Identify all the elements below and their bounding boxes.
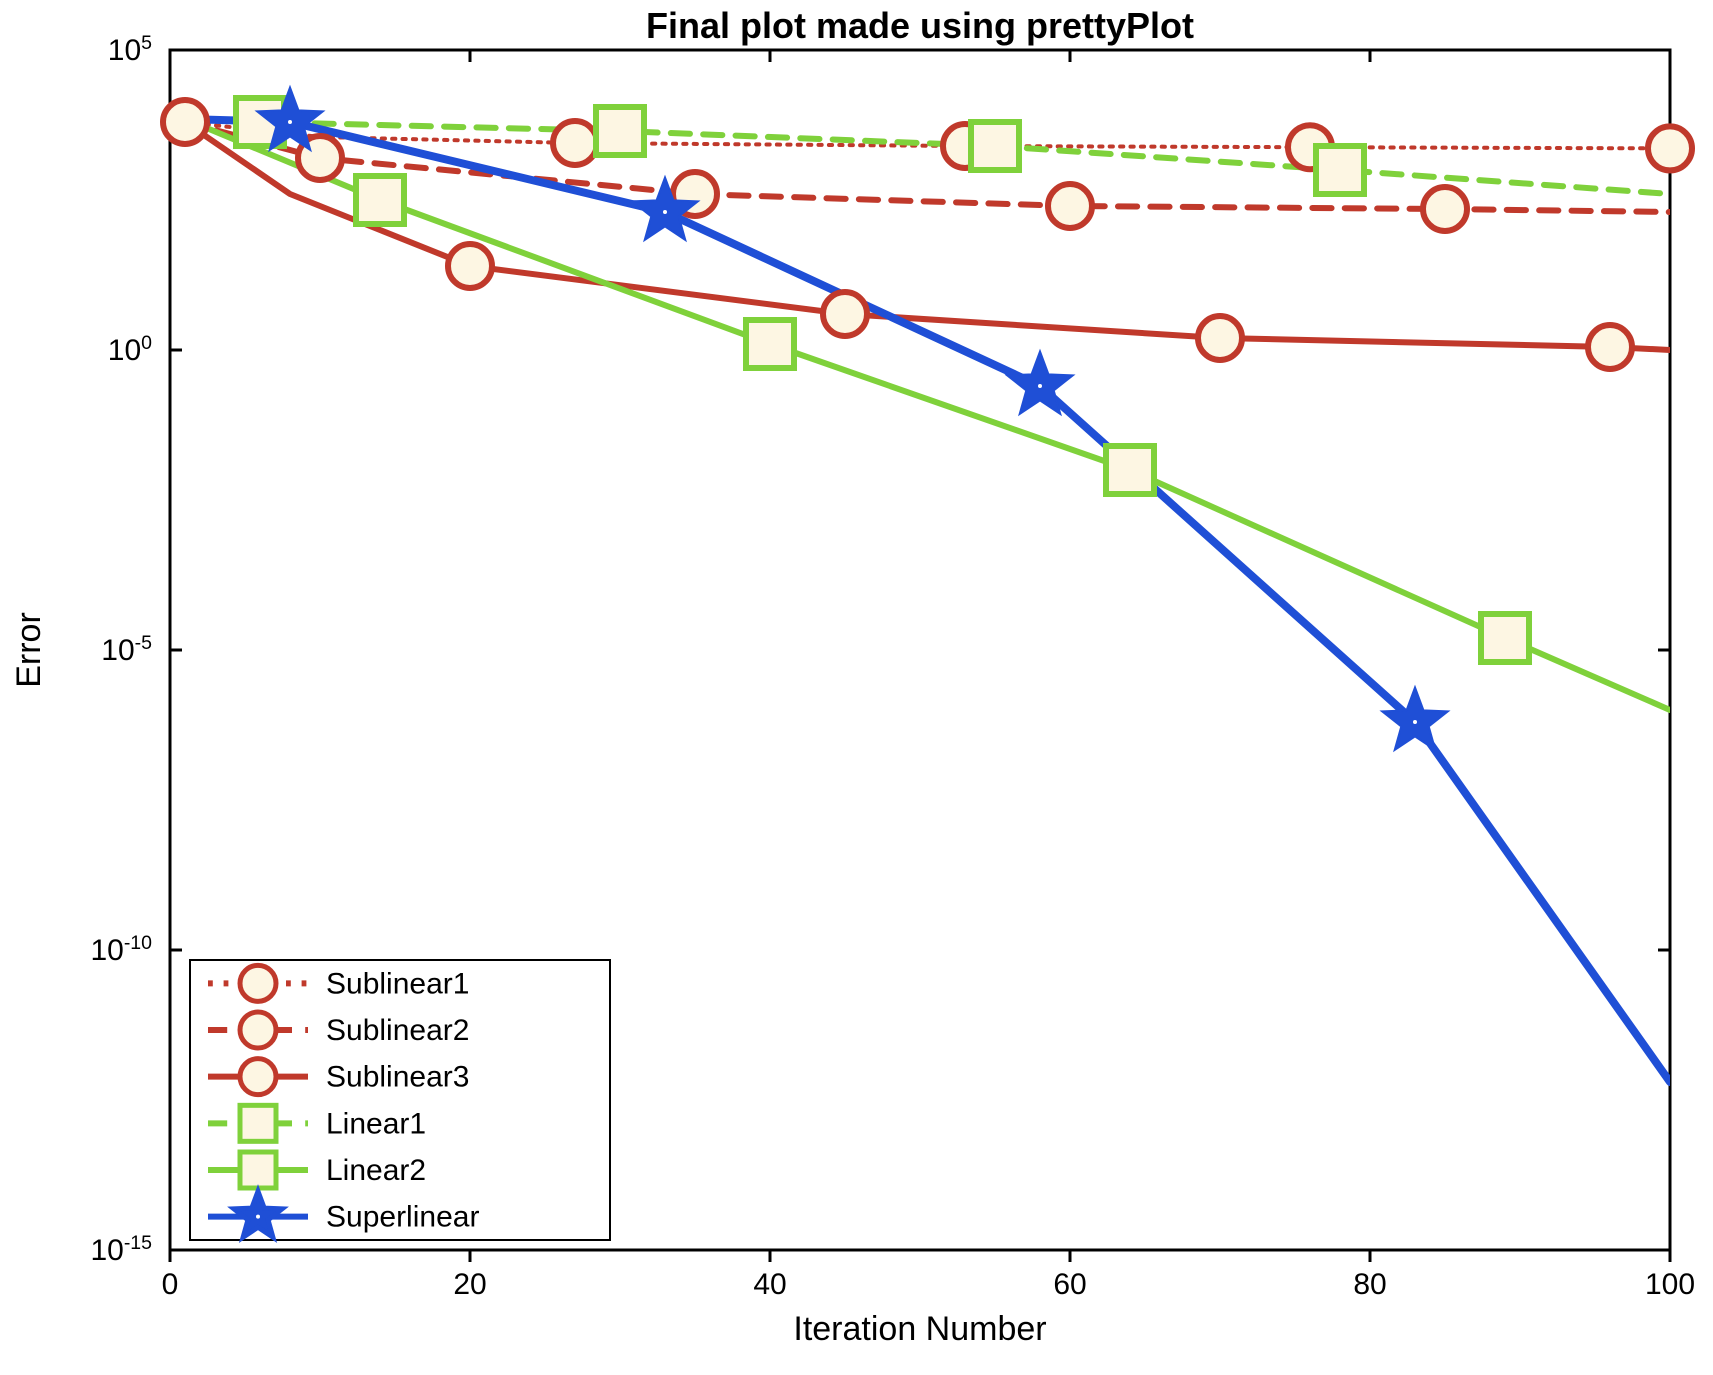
chart-container: 02040608010010-1510-1010-5100105Final pl…: [0, 0, 1713, 1375]
svg-text:80: 80: [1353, 1268, 1386, 1301]
x-axis-label: Iteration Number: [793, 1310, 1046, 1348]
legend-label-sublinear1: Sublinear1: [326, 967, 469, 1000]
chart-svg: 02040608010010-1510-1010-5100105Final pl…: [0, 0, 1713, 1375]
svg-text:20: 20: [453, 1268, 486, 1301]
chart-title: Final plot made using prettyPlot: [646, 5, 1194, 46]
svg-text:100: 100: [1645, 1268, 1695, 1301]
y-axis-label: Error: [10, 612, 48, 688]
svg-text:40: 40: [753, 1268, 786, 1301]
legend-label-linear2: Linear2: [326, 1154, 426, 1187]
legend-label-superlinear: Superlinear: [326, 1201, 479, 1234]
svg-text:60: 60: [1053, 1268, 1086, 1301]
svg-text:0: 0: [162, 1268, 179, 1301]
legend: Sublinear1 Sublinear2 Sublinear3 Linear1 Lin…: [190, 960, 610, 1240]
legend-label-sublinear3: Sublinear3: [326, 1061, 469, 1094]
legend-label-sublinear2: Sublinear2: [326, 1014, 469, 1047]
legend-label-linear1: Linear1: [326, 1107, 426, 1140]
